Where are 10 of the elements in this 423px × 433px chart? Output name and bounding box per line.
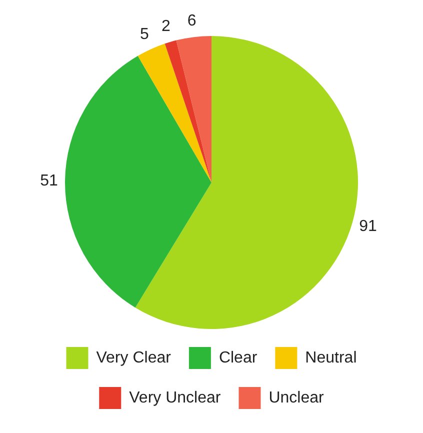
- data-label: 91: [359, 218, 377, 235]
- legend-label: Unclear: [268, 389, 325, 406]
- data-label: 6: [187, 12, 196, 30]
- legend-label: Neutral: [305, 349, 357, 366]
- data-label: 51: [40, 172, 58, 190]
- data-label: 5: [140, 26, 149, 43]
- legend-label: Very Clear: [96, 349, 172, 366]
- legend-label: Very Unclear: [129, 389, 222, 406]
- data-label: 2: [162, 18, 171, 35]
- legend-label: Clear: [218, 349, 258, 366]
